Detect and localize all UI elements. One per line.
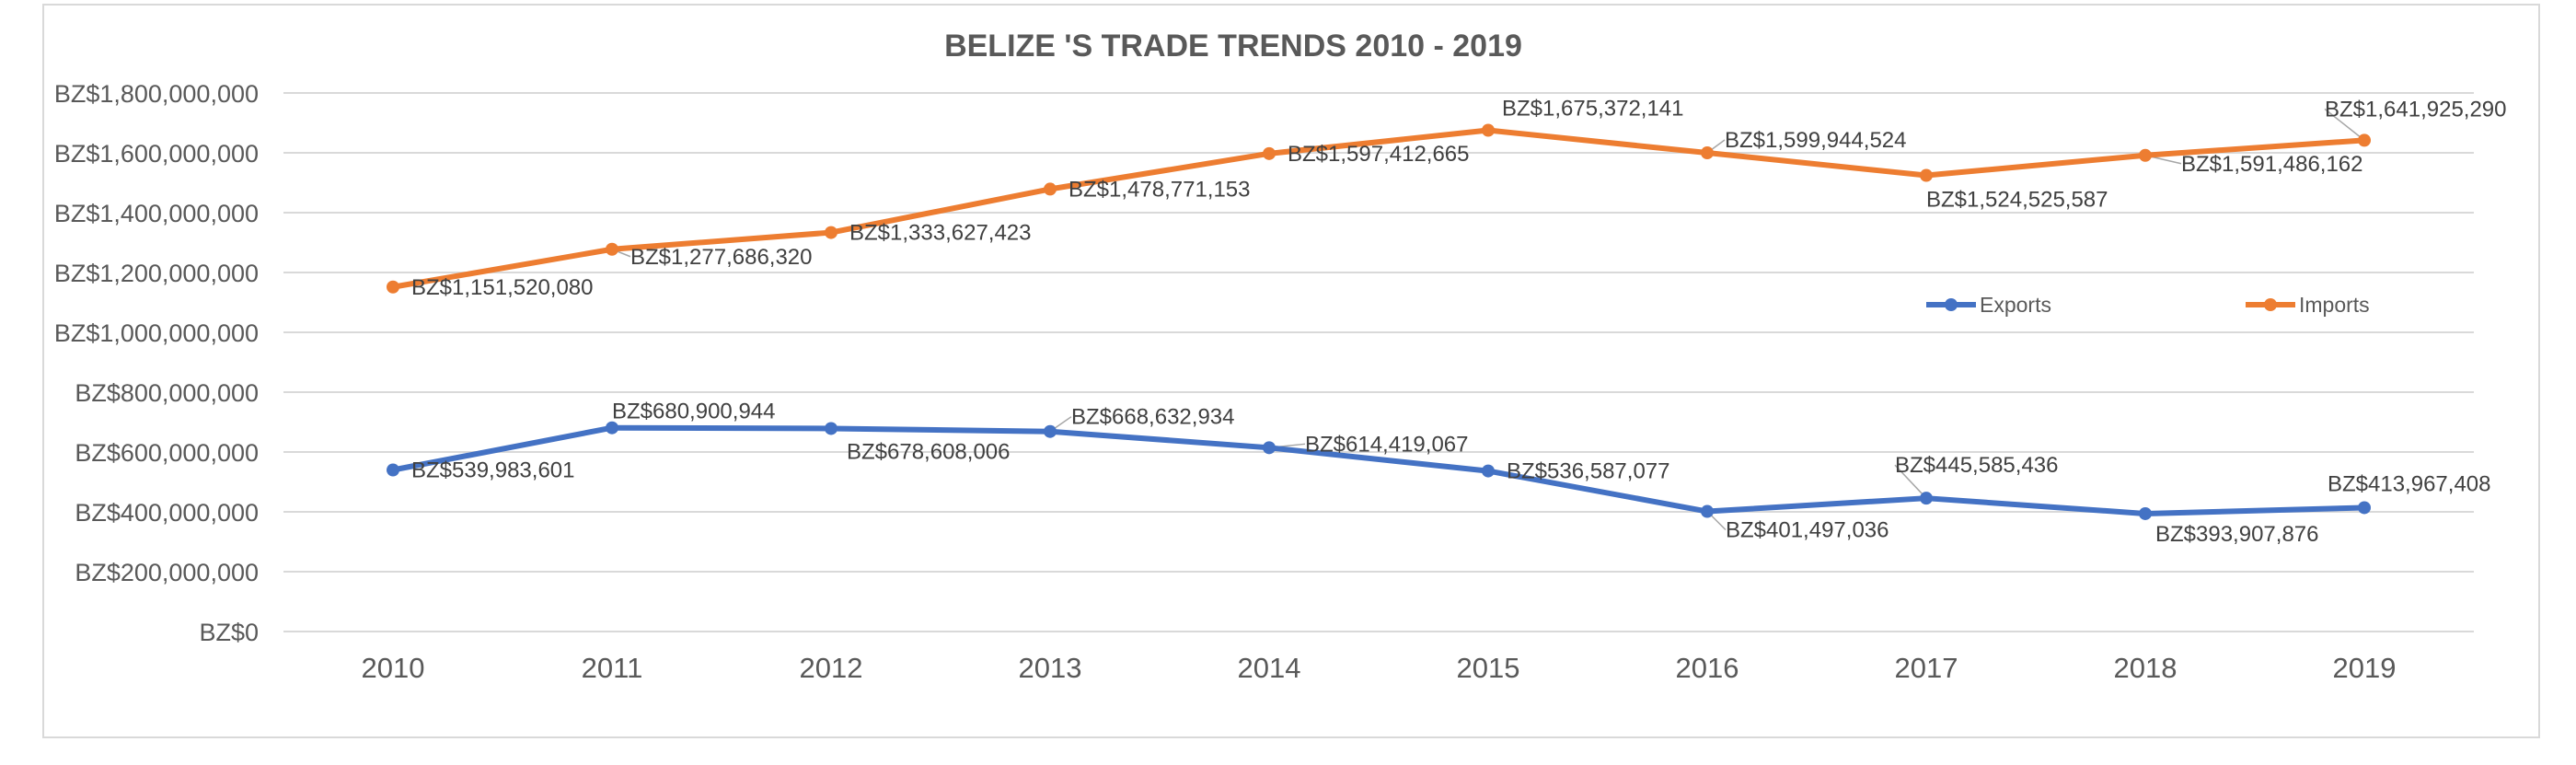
data-point-imports — [1920, 168, 1933, 182]
x-tick-label: 2019 — [2333, 652, 2397, 684]
data-point-imports — [1482, 123, 1495, 137]
data-point-exports — [387, 463, 399, 477]
legend: Exports Imports — [1926, 293, 2370, 317]
y-tick-label: BZ$600,000,000 — [75, 439, 259, 467]
data-label-imports: BZ$1,277,686,320 — [630, 245, 813, 270]
y-tick-label: BZ$1,200,000,000 — [54, 260, 259, 287]
data-label-exports: BZ$678,608,006 — [847, 439, 1010, 464]
x-tick-label: 2012 — [800, 652, 863, 684]
data-label-exports: BZ$393,907,876 — [2155, 522, 2318, 547]
x-tick-label: 2016 — [1676, 652, 1739, 684]
data-labels: BZ$539,983,601 BZ$680,900,944 BZ$678,608,0… — [411, 97, 2507, 547]
leader-line — [1894, 464, 1927, 499]
data-point-exports — [1482, 464, 1495, 478]
y-tick-label: BZ$200,000,000 — [75, 559, 259, 586]
x-tick-label: 2017 — [1895, 652, 1958, 684]
data-label-imports: BZ$1,524,525,587 — [1926, 188, 2108, 213]
data-point-exports — [606, 421, 618, 435]
data-label-imports: BZ$1,478,771,153 — [1069, 177, 1251, 202]
x-tick-label: 2014 — [1238, 652, 1301, 684]
chart-title: BELIZE 'S TRADE TRENDS 2010 - 2019 — [944, 29, 1522, 64]
data-point-imports — [1701, 146, 1714, 160]
data-label-exports: BZ$680,900,944 — [612, 400, 775, 424]
series-line-exports — [390, 424, 2367, 516]
y-tick-label: BZ$800,000,000 — [75, 379, 259, 407]
y-tick-label: BZ$1,000,000,000 — [54, 319, 259, 347]
data-label-imports: BZ$1,641,925,290 — [2325, 97, 2507, 122]
chart-frame: BELIZE 'S TRADE TRENDS 2010 - 2019 BZ$0 B… — [42, 4, 2540, 738]
data-label-exports: BZ$614,419,067 — [1305, 432, 1468, 457]
series-lines — [387, 123, 2371, 520]
legend-marker-imports — [2264, 298, 2277, 311]
data-point-exports — [1920, 492, 1933, 505]
data-point-imports — [1263, 146, 1276, 160]
data-label-exports: BZ$413,967,408 — [2328, 471, 2490, 496]
x-tick-label: 2015 — [1457, 652, 1520, 684]
data-label-imports: BZ$1,591,486,162 — [2181, 152, 2363, 177]
data-point-exports — [1044, 424, 1057, 438]
data-label-exports: BZ$539,983,601 — [411, 458, 574, 483]
y-tick-label: BZ$0 — [199, 619, 259, 646]
data-point-imports — [2358, 133, 2371, 147]
y-axis: BZ$0 BZ$200,000,000 BZ$400,000,000 BZ$600,0… — [54, 80, 259, 646]
data-point-exports — [825, 422, 837, 435]
trade-trends-chart: BELIZE 'S TRADE TRENDS 2010 - 2019 BZ$0B… — [54, 29, 2507, 684]
data-point-exports — [2139, 506, 2152, 520]
leader-line — [2324, 108, 2365, 141]
data-point-exports — [2358, 501, 2371, 515]
series-line-imports — [390, 127, 2367, 290]
data-point-exports — [1263, 441, 1276, 455]
data-label-exports: BZ$668,632,934 — [1071, 405, 1234, 430]
legend-marker-exports — [1945, 298, 1958, 311]
data-point-exports — [1701, 504, 1714, 518]
data-label-imports: BZ$1,333,627,423 — [849, 221, 1032, 246]
legend-label-exports: Exports — [1980, 293, 2051, 317]
y-tick-label: BZ$1,600,000,000 — [54, 140, 259, 168]
x-tick-label: 2010 — [362, 652, 425, 684]
data-point-imports — [387, 280, 399, 294]
data-label-imports: BZ$1,597,412,665 — [1288, 142, 1470, 167]
y-tick-label: BZ$400,000,000 — [75, 499, 259, 527]
x-tick-label: 2018 — [2114, 652, 2177, 684]
data-label-imports: BZ$1,151,520,080 — [411, 275, 594, 300]
data-point-imports — [1044, 182, 1057, 196]
data-point-imports — [2139, 148, 2152, 162]
data-point-imports — [606, 242, 618, 256]
data-label-imports: BZ$1,599,944,524 — [1725, 128, 1907, 153]
y-tick-label: BZ$1,400,000,000 — [54, 200, 259, 227]
gridlines — [283, 92, 2474, 632]
data-label-imports: BZ$1,675,372,141 — [1502, 97, 1684, 122]
y-tick-label: BZ$1,800,000,000 — [54, 80, 259, 108]
legend-label-imports: Imports — [2299, 293, 2370, 317]
x-tick-label: 2011 — [582, 652, 643, 684]
x-tick-label: 2013 — [1019, 652, 1082, 684]
x-axis: 2010 2011 2012 2013 2014 2015 2016 2017 2018 2019 — [362, 652, 2397, 684]
data-label-exports: BZ$536,587,077 — [1507, 459, 1669, 484]
data-label-exports: BZ$401,497,036 — [1726, 518, 1889, 543]
data-label-exports: BZ$445,585,436 — [1895, 453, 2058, 478]
data-point-imports — [825, 226, 837, 239]
